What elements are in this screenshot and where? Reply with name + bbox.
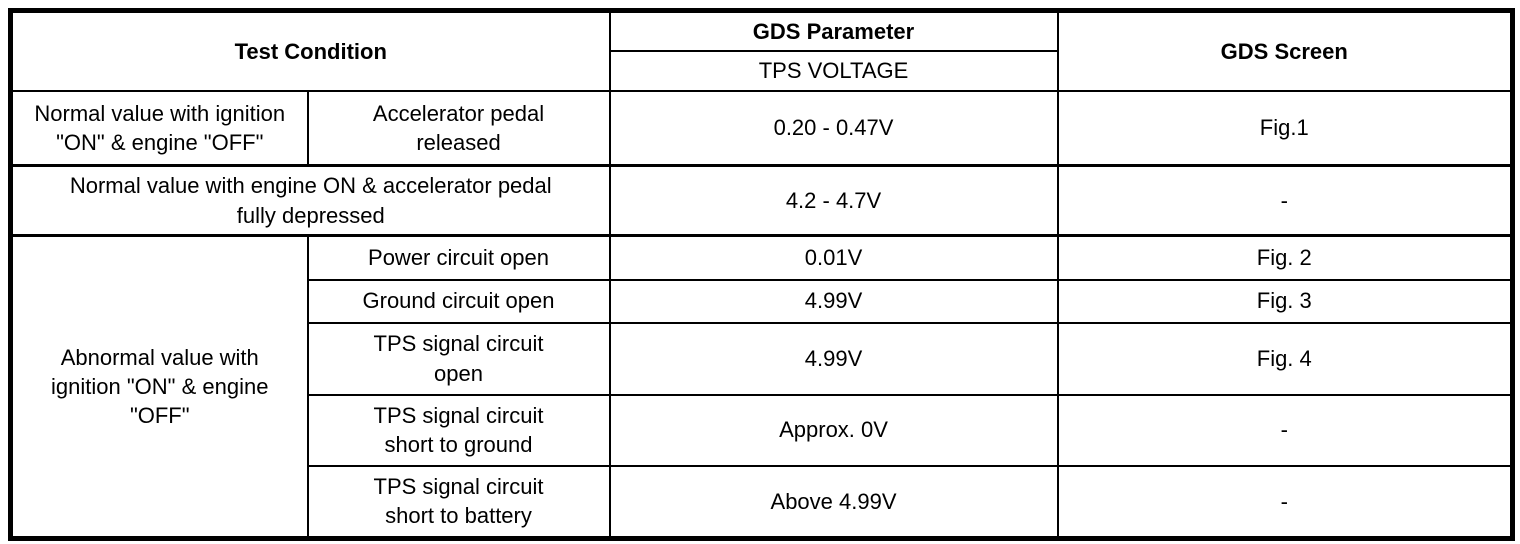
header-row-2: TPS VOLTAGE [11,49,1513,92]
cell-tps-voltage: 0.01V [608,234,1059,281]
cell-tps-voltage: 4.99V [608,321,1059,396]
cell-gds-screen: - [1056,464,1514,540]
cell-condition-detail: Ground circuit open [306,278,611,324]
table-row: Abnormal value with ignition "ON" & engi… [9,234,1514,540]
cell-gds-screen: - [1056,393,1514,467]
cell-gds-screen: - [1056,164,1514,237]
table-row: Normal value with ignition "ON" & engine… [9,89,1514,167]
header-gds-parameter-sub: TPS VOLTAGE [608,49,1059,92]
tps-voltage-spec-table: Test Condition GDS Parameter GDS Screen … [8,8,1516,541]
cell-condition-main: Normal value with ignition "ON" & engine… [9,89,309,167]
cell-condition-detail: TPS signal circuit open [306,321,611,396]
cell-gds-screen: Fig. 2 [1056,234,1514,281]
cell-gds-screen: Fig. 3 [1056,278,1514,324]
cell-tps-voltage: Approx. 0V [608,393,1059,467]
header-row-1: Test Condition GDS Parameter GDS Screen [9,9,1514,92]
cell-gds-screen: Fig. 4 [1056,321,1514,396]
cell-tps-voltage: 4.2 - 4.7V [608,164,1059,237]
cell-condition-detail: Accelerator pedal released [306,89,611,167]
cell-tps-voltage: 0.20 - 0.47V [608,89,1059,167]
table-row: TPS signal circuit short to ground Appro… [11,393,1514,467]
table-row: Normal value with engine ON & accelerato… [9,164,1514,237]
table-row: Ground circuit open 4.99V Fig. 3 [11,278,1514,324]
table-row: TPS signal circuit short to battery Abov… [11,464,1514,540]
cell-condition-main: Abnormal value with ignition "ON" & engi… [9,234,309,540]
cell-condition-full: Normal value with engine ON & accelerato… [9,164,611,237]
cell-condition-detail: TPS signal circuit short to battery [306,464,611,540]
header-test-condition: Test Condition [9,9,611,92]
header-gds-screen: GDS Screen [1056,9,1514,92]
cell-tps-voltage: Above 4.99V [608,464,1059,540]
cell-tps-voltage: 4.99V [608,278,1059,324]
header-gds-parameter: GDS Parameter [608,9,1059,52]
cell-condition-detail: Power circuit open [306,234,611,281]
table-row: TPS signal circuit open 4.99V Fig. 4 [11,321,1514,396]
cell-gds-screen: Fig.1 [1056,89,1514,167]
cell-condition-detail: TPS signal circuit short to ground [306,393,611,467]
